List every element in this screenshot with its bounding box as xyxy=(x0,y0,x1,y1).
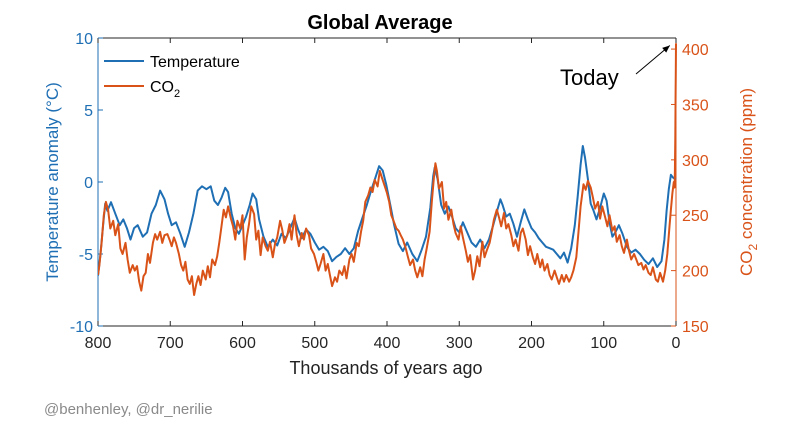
legend: Temperature CO2 xyxy=(104,54,240,100)
series-line-temperature xyxy=(98,145,677,276)
x-axis-label: Thousands of years ago xyxy=(289,358,482,378)
y-axis-left-label: Temperature anomaly (°C) xyxy=(43,82,62,282)
y-right-tick-label: 400 xyxy=(682,42,709,59)
series-line-co2 xyxy=(98,43,677,296)
chart-title: Global Average xyxy=(307,12,452,34)
y-right-tick-label: 350 xyxy=(682,97,709,114)
y-right-tick-label: 200 xyxy=(682,264,709,281)
x-tick-label: 200 xyxy=(518,335,545,352)
credit-text: @benhenley, @dr_nerilie xyxy=(44,401,213,418)
y-left-tick-label: -10 xyxy=(70,319,93,336)
axes: 800 700 600 500 400 300 200 100 0 -10 -5 0 5 10 150 200… xyxy=(70,31,709,352)
y-left-tick-label: 10 xyxy=(75,31,93,48)
x-tick-label: 400 xyxy=(374,335,401,352)
y-left-tick-label: 0 xyxy=(84,175,93,192)
x-tick-label: 0 xyxy=(672,335,681,352)
x-tick-label: 300 xyxy=(446,335,473,352)
x-tick-label: 100 xyxy=(590,335,617,352)
x-tick-label: 700 xyxy=(157,335,184,352)
y-axis-right-label: CO2 concentration (ppm) xyxy=(737,88,760,276)
y-left-tick-label: -5 xyxy=(79,247,93,264)
annotation-today: Today xyxy=(560,65,619,90)
y-left-tick-label: 5 xyxy=(84,103,93,120)
y-right-tick-label: 250 xyxy=(682,208,709,225)
y-right-tick-label: 150 xyxy=(682,319,709,336)
legend-label: CO2 xyxy=(150,79,180,100)
legend-label: Temperature xyxy=(150,54,240,71)
annotation-arrow xyxy=(635,45,671,75)
x-tick-label: 800 xyxy=(85,335,112,352)
x-tick-label: 600 xyxy=(229,335,256,352)
x-tick-label: 500 xyxy=(301,335,328,352)
series-layer xyxy=(98,43,677,296)
annotation: Today xyxy=(560,45,671,90)
annotation-arrowhead xyxy=(662,45,670,53)
y-right-tick-label: 300 xyxy=(682,153,709,170)
